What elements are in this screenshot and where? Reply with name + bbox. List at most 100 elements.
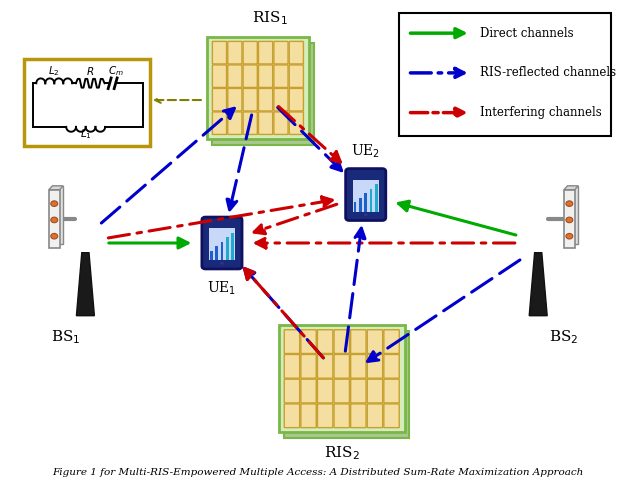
Polygon shape bbox=[52, 186, 63, 244]
Bar bbox=[399, 13, 611, 137]
FancyBboxPatch shape bbox=[334, 330, 349, 353]
Bar bbox=[231, 233, 234, 260]
Circle shape bbox=[566, 233, 573, 239]
FancyBboxPatch shape bbox=[289, 88, 303, 111]
FancyBboxPatch shape bbox=[284, 404, 300, 428]
Circle shape bbox=[566, 201, 573, 207]
Polygon shape bbox=[49, 190, 60, 248]
FancyBboxPatch shape bbox=[228, 41, 242, 64]
FancyBboxPatch shape bbox=[284, 330, 300, 353]
FancyBboxPatch shape bbox=[284, 354, 300, 378]
Text: $L_2$: $L_2$ bbox=[49, 65, 60, 78]
FancyBboxPatch shape bbox=[212, 43, 314, 145]
FancyBboxPatch shape bbox=[274, 41, 288, 64]
FancyBboxPatch shape bbox=[317, 330, 333, 353]
FancyBboxPatch shape bbox=[351, 404, 366, 428]
FancyBboxPatch shape bbox=[259, 65, 273, 87]
Text: RIS$_2$: RIS$_2$ bbox=[324, 444, 360, 462]
Text: UE$_2$: UE$_2$ bbox=[351, 142, 380, 159]
FancyBboxPatch shape bbox=[317, 379, 333, 403]
FancyBboxPatch shape bbox=[317, 354, 333, 378]
FancyBboxPatch shape bbox=[367, 404, 383, 428]
FancyBboxPatch shape bbox=[334, 404, 349, 428]
Text: Interfering channels: Interfering channels bbox=[479, 106, 601, 119]
FancyBboxPatch shape bbox=[243, 112, 257, 135]
FancyBboxPatch shape bbox=[384, 330, 399, 353]
FancyBboxPatch shape bbox=[384, 354, 399, 378]
FancyBboxPatch shape bbox=[301, 404, 316, 428]
Polygon shape bbox=[568, 186, 579, 244]
Text: $C_m$: $C_m$ bbox=[108, 65, 124, 78]
FancyBboxPatch shape bbox=[202, 217, 242, 269]
Text: Direct channels: Direct channels bbox=[479, 27, 573, 40]
FancyBboxPatch shape bbox=[212, 88, 227, 111]
FancyBboxPatch shape bbox=[212, 65, 227, 87]
Bar bbox=[364, 193, 367, 212]
Text: $R$: $R$ bbox=[86, 65, 94, 77]
FancyBboxPatch shape bbox=[243, 41, 257, 64]
FancyBboxPatch shape bbox=[274, 65, 288, 87]
FancyBboxPatch shape bbox=[301, 354, 316, 378]
Polygon shape bbox=[564, 186, 579, 190]
Bar bbox=[359, 198, 362, 212]
FancyBboxPatch shape bbox=[274, 112, 288, 135]
Text: RIS$_1$: RIS$_1$ bbox=[252, 10, 288, 27]
FancyBboxPatch shape bbox=[384, 379, 399, 403]
FancyBboxPatch shape bbox=[228, 112, 242, 135]
Polygon shape bbox=[76, 253, 94, 316]
FancyBboxPatch shape bbox=[284, 331, 410, 438]
FancyBboxPatch shape bbox=[334, 354, 349, 378]
Circle shape bbox=[51, 233, 58, 239]
FancyBboxPatch shape bbox=[301, 379, 316, 403]
FancyBboxPatch shape bbox=[284, 379, 300, 403]
Circle shape bbox=[566, 217, 573, 223]
FancyBboxPatch shape bbox=[317, 404, 333, 428]
FancyBboxPatch shape bbox=[259, 112, 273, 135]
Polygon shape bbox=[49, 186, 63, 190]
Bar bbox=[375, 184, 378, 212]
FancyBboxPatch shape bbox=[367, 379, 383, 403]
FancyBboxPatch shape bbox=[279, 326, 404, 432]
FancyBboxPatch shape bbox=[353, 180, 379, 212]
Circle shape bbox=[364, 213, 367, 216]
Text: Figure 1 for Multi-RIS-Empowered Multiple Access: A Distributed Sum-Rate Maximiz: Figure 1 for Multi-RIS-Empowered Multipl… bbox=[52, 468, 584, 477]
Text: BS$_1$: BS$_1$ bbox=[51, 328, 81, 346]
Bar bbox=[216, 246, 218, 260]
FancyBboxPatch shape bbox=[351, 354, 366, 378]
FancyBboxPatch shape bbox=[243, 65, 257, 87]
FancyBboxPatch shape bbox=[259, 88, 273, 111]
Bar bbox=[370, 189, 372, 212]
Bar bbox=[354, 202, 356, 212]
FancyBboxPatch shape bbox=[334, 379, 349, 403]
FancyBboxPatch shape bbox=[207, 37, 309, 139]
FancyBboxPatch shape bbox=[367, 354, 383, 378]
FancyBboxPatch shape bbox=[301, 330, 316, 353]
Bar bbox=[24, 59, 150, 146]
Text: $L_1$: $L_1$ bbox=[80, 127, 92, 141]
FancyBboxPatch shape bbox=[228, 88, 242, 111]
FancyBboxPatch shape bbox=[367, 330, 383, 353]
Polygon shape bbox=[529, 253, 547, 316]
FancyBboxPatch shape bbox=[274, 88, 288, 111]
Bar bbox=[226, 237, 228, 260]
Text: BS$_2$: BS$_2$ bbox=[548, 328, 578, 346]
FancyBboxPatch shape bbox=[228, 65, 242, 87]
Bar bbox=[210, 251, 212, 260]
Circle shape bbox=[51, 201, 58, 207]
FancyBboxPatch shape bbox=[384, 404, 399, 428]
Polygon shape bbox=[564, 190, 575, 248]
FancyBboxPatch shape bbox=[351, 330, 366, 353]
FancyBboxPatch shape bbox=[212, 41, 227, 64]
Text: RIS-reflected channels: RIS-reflected channels bbox=[479, 67, 616, 79]
FancyBboxPatch shape bbox=[351, 379, 366, 403]
Circle shape bbox=[51, 217, 58, 223]
FancyBboxPatch shape bbox=[289, 41, 303, 64]
FancyBboxPatch shape bbox=[259, 41, 273, 64]
Circle shape bbox=[220, 262, 224, 265]
FancyBboxPatch shape bbox=[289, 112, 303, 135]
FancyBboxPatch shape bbox=[243, 88, 257, 111]
FancyBboxPatch shape bbox=[289, 65, 303, 87]
Bar bbox=[221, 242, 223, 260]
Text: UE$_1$: UE$_1$ bbox=[207, 279, 237, 297]
FancyBboxPatch shape bbox=[209, 228, 235, 260]
